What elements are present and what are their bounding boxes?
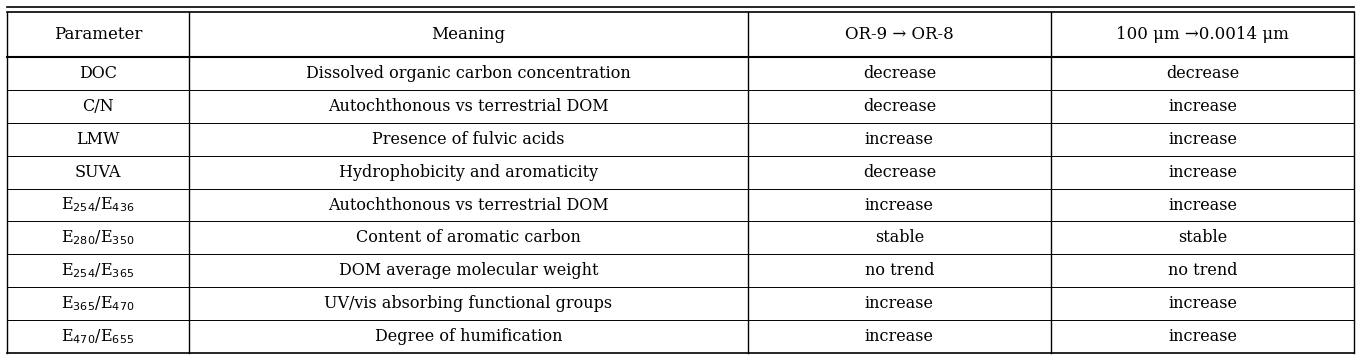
Text: increase: increase <box>866 295 934 312</box>
Text: increase: increase <box>866 131 934 148</box>
Text: increase: increase <box>1168 98 1237 115</box>
Text: 100 μm →0.0014 μm: 100 μm →0.0014 μm <box>1116 26 1289 43</box>
Text: LMW: LMW <box>76 131 120 148</box>
Text: increase: increase <box>1168 328 1237 345</box>
Text: increase: increase <box>1168 197 1237 213</box>
Text: no trend: no trend <box>1168 262 1237 279</box>
Text: increase: increase <box>1168 295 1237 312</box>
Text: Autochthonous vs terrestrial DOM: Autochthonous vs terrestrial DOM <box>328 98 608 115</box>
Text: SUVA: SUVA <box>75 164 121 181</box>
Text: decrease: decrease <box>863 164 936 181</box>
Text: E$_{280}$/E$_{350}$: E$_{280}$/E$_{350}$ <box>61 229 135 247</box>
Text: C/N: C/N <box>82 98 113 115</box>
Text: Presence of fulvic acids: Presence of fulvic acids <box>372 131 565 148</box>
Text: E$_{470}$/E$_{655}$: E$_{470}$/E$_{655}$ <box>61 327 135 346</box>
Text: Meaning: Meaning <box>431 26 505 43</box>
Text: Hydrophobicity and aromaticity: Hydrophobicity and aromaticity <box>339 164 597 181</box>
Text: OR-9 → OR-8: OR-9 → OR-8 <box>845 26 954 43</box>
Text: increase: increase <box>866 328 934 345</box>
Text: no trend: no trend <box>864 262 934 279</box>
Text: increase: increase <box>1168 164 1237 181</box>
Text: decrease: decrease <box>1166 65 1240 82</box>
Text: decrease: decrease <box>863 65 936 82</box>
Text: Degree of humification: Degree of humification <box>374 328 562 345</box>
Text: Content of aromatic carbon: Content of aromatic carbon <box>355 229 581 246</box>
Text: Parameter: Parameter <box>53 26 142 43</box>
Text: stable: stable <box>1179 229 1228 246</box>
Text: E$_{365}$/E$_{470}$: E$_{365}$/E$_{470}$ <box>61 294 135 313</box>
Text: DOM average molecular weight: DOM average molecular weight <box>339 262 597 279</box>
Text: stable: stable <box>875 229 924 246</box>
Text: Autochthonous vs terrestrial DOM: Autochthonous vs terrestrial DOM <box>328 197 608 213</box>
Text: E$_{254}$/E$_{365}$: E$_{254}$/E$_{365}$ <box>61 261 135 280</box>
Text: decrease: decrease <box>863 98 936 115</box>
Text: DOC: DOC <box>79 65 117 82</box>
Text: E$_{254}$/E$_{436}$: E$_{254}$/E$_{436}$ <box>61 196 135 215</box>
Text: increase: increase <box>1168 131 1237 148</box>
Text: increase: increase <box>866 197 934 213</box>
Text: UV/vis absorbing functional groups: UV/vis absorbing functional groups <box>324 295 612 312</box>
Text: Dissolved organic carbon concentration: Dissolved organic carbon concentration <box>306 65 630 82</box>
